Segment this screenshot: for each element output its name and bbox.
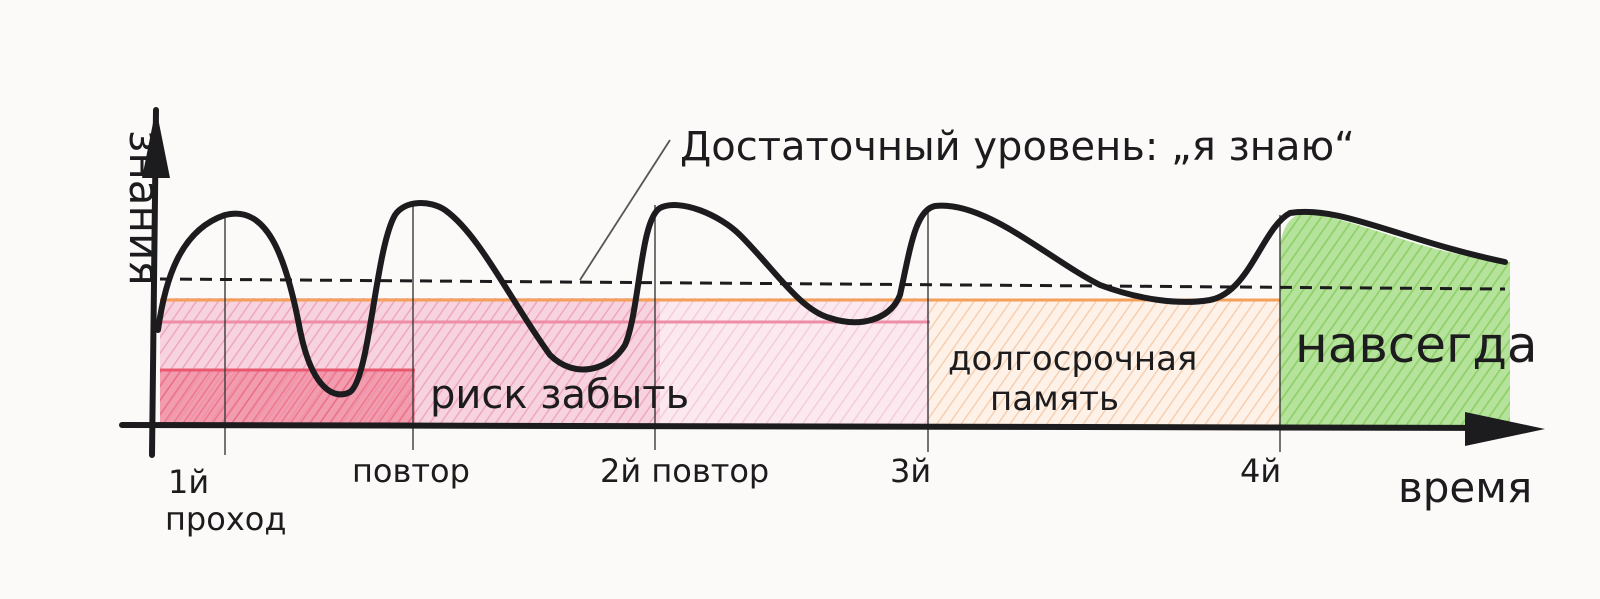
knowledge-curve bbox=[155, 200, 1508, 398]
y-axis-label: знания bbox=[120, 130, 169, 286]
tick-label-repeat: повтор bbox=[352, 452, 470, 490]
zone-long-term-fill bbox=[930, 300, 1280, 426]
tick-label-pass: проход bbox=[165, 500, 286, 538]
x-axis bbox=[119, 422, 1528, 431]
sufficient-level-line bbox=[159, 277, 1506, 291]
annotation-pointer bbox=[579, 139, 671, 281]
guide-lines bbox=[224, 205, 1281, 455]
y-axis-arrowhead bbox=[142, 108, 170, 178]
zone-risk-strong-fill bbox=[160, 370, 415, 426]
axes bbox=[119, 107, 1545, 458]
tick-label-fourth: 4й bbox=[1240, 452, 1281, 490]
tick-label-third: 3й bbox=[890, 452, 931, 490]
tick-label-second-repeat: 2й повтор bbox=[600, 452, 769, 490]
x-axis-arrowhead bbox=[1465, 412, 1545, 446]
zone-risk-light-fill bbox=[660, 298, 930, 426]
zone-fills bbox=[160, 213, 1510, 426]
zone-risk-label: риск забыть bbox=[430, 372, 689, 418]
tick-label-first: 1й bbox=[168, 463, 209, 501]
zone-long-term-label-line2: память bbox=[990, 379, 1119, 419]
x-axis-label: время bbox=[1398, 463, 1532, 512]
zone-forever-fill bbox=[1280, 213, 1510, 426]
zone-long-term-label-line1: долгосрочная bbox=[948, 339, 1197, 379]
sufficient-level-annotation: Достаточный уровень: „я знаю“ bbox=[680, 124, 1355, 170]
zone-forever-label: навсегда bbox=[1295, 316, 1538, 374]
